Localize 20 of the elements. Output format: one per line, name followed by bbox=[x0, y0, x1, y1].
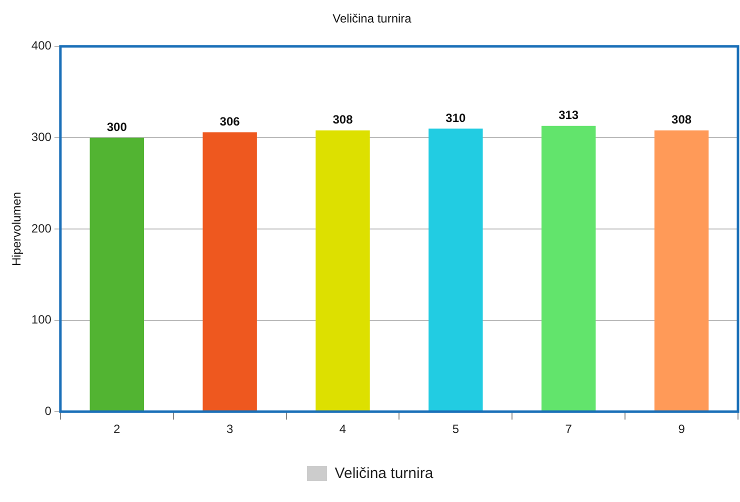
data-label: 313 bbox=[558, 108, 579, 122]
data-label: 308 bbox=[332, 112, 354, 127]
data-label: 300 bbox=[106, 120, 128, 134]
x-tick-label: 9 bbox=[678, 422, 686, 436]
y-tick-label: 100 bbox=[31, 312, 52, 327]
data-label: 308 bbox=[672, 112, 692, 127]
y-axis-title: Hipervolumen bbox=[10, 192, 24, 266]
x-tick-label: 2 bbox=[114, 422, 121, 436]
x-tick-label: 5 bbox=[452, 422, 460, 436]
y-tick-label: 0 bbox=[44, 404, 52, 418]
x-tick-label: 3 bbox=[226, 422, 234, 436]
y-tick-label: 400 bbox=[31, 38, 52, 53]
text: Veličina turnira bbox=[334, 465, 434, 482]
x-tick-label: 4 bbox=[339, 422, 346, 436]
chart-title: Veličina turnira bbox=[332, 12, 412, 26]
y-tick-label: 300 bbox=[31, 130, 52, 144]
x-tick-label: 7 bbox=[565, 422, 572, 436]
data-label: 310 bbox=[446, 110, 466, 125]
y-tick-label: 200 bbox=[31, 221, 52, 236]
data-label: 306 bbox=[220, 114, 240, 129]
